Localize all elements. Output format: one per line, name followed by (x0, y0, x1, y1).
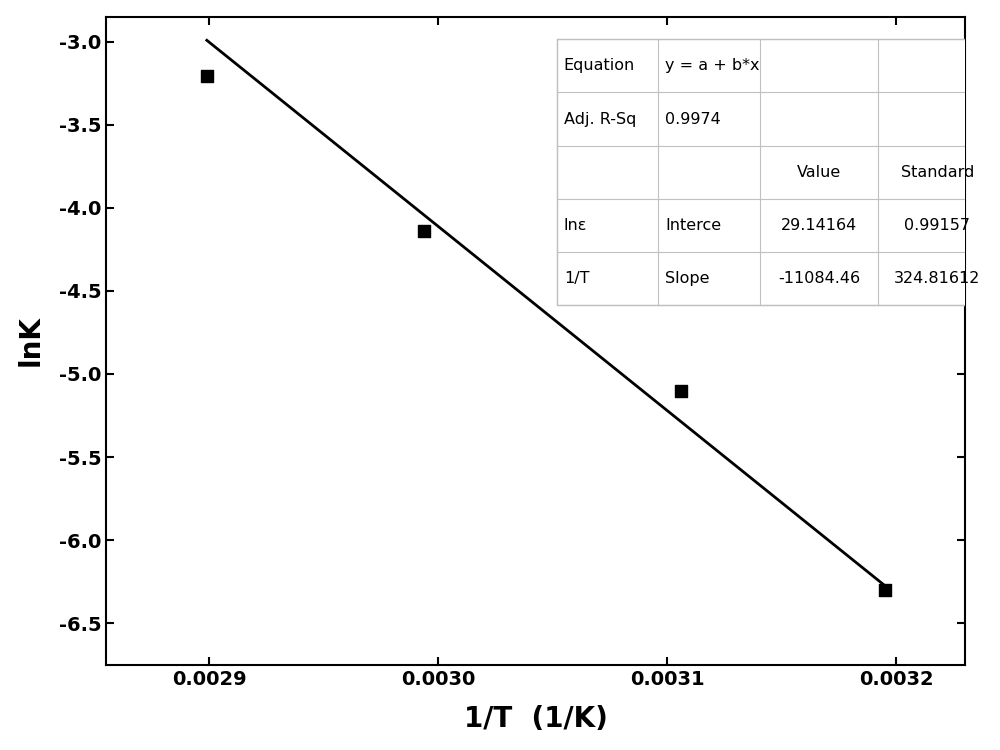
Point (673, 385, 689, 397)
Text: 29.14164: 29.14164 (781, 217, 857, 232)
Text: lnε: lnε (564, 217, 587, 232)
Text: 0.99157: 0.99157 (904, 217, 970, 232)
Text: Value: Value (797, 165, 841, 180)
Text: -11084.46: -11084.46 (778, 271, 860, 286)
Text: Equation: Equation (564, 58, 635, 74)
X-axis label: 1/T  (1/K): 1/T (1/K) (464, 705, 607, 734)
Text: Standard: Standard (901, 165, 974, 180)
Text: Slope: Slope (665, 271, 710, 286)
Text: Interce: Interce (665, 217, 721, 232)
Point (199, 70, 215, 82)
Text: 1/T: 1/T (564, 271, 589, 286)
Text: 0.9974: 0.9974 (665, 112, 721, 127)
Point (416, 225, 432, 237)
Text: Adj. R-Sq: Adj. R-Sq (564, 112, 636, 127)
FancyBboxPatch shape (557, 39, 997, 305)
Point (877, 584, 893, 596)
Text: 324.81612: 324.81612 (894, 271, 981, 286)
Text: y = a + b*x: y = a + b*x (665, 58, 760, 74)
Y-axis label: lnK: lnK (17, 315, 45, 366)
